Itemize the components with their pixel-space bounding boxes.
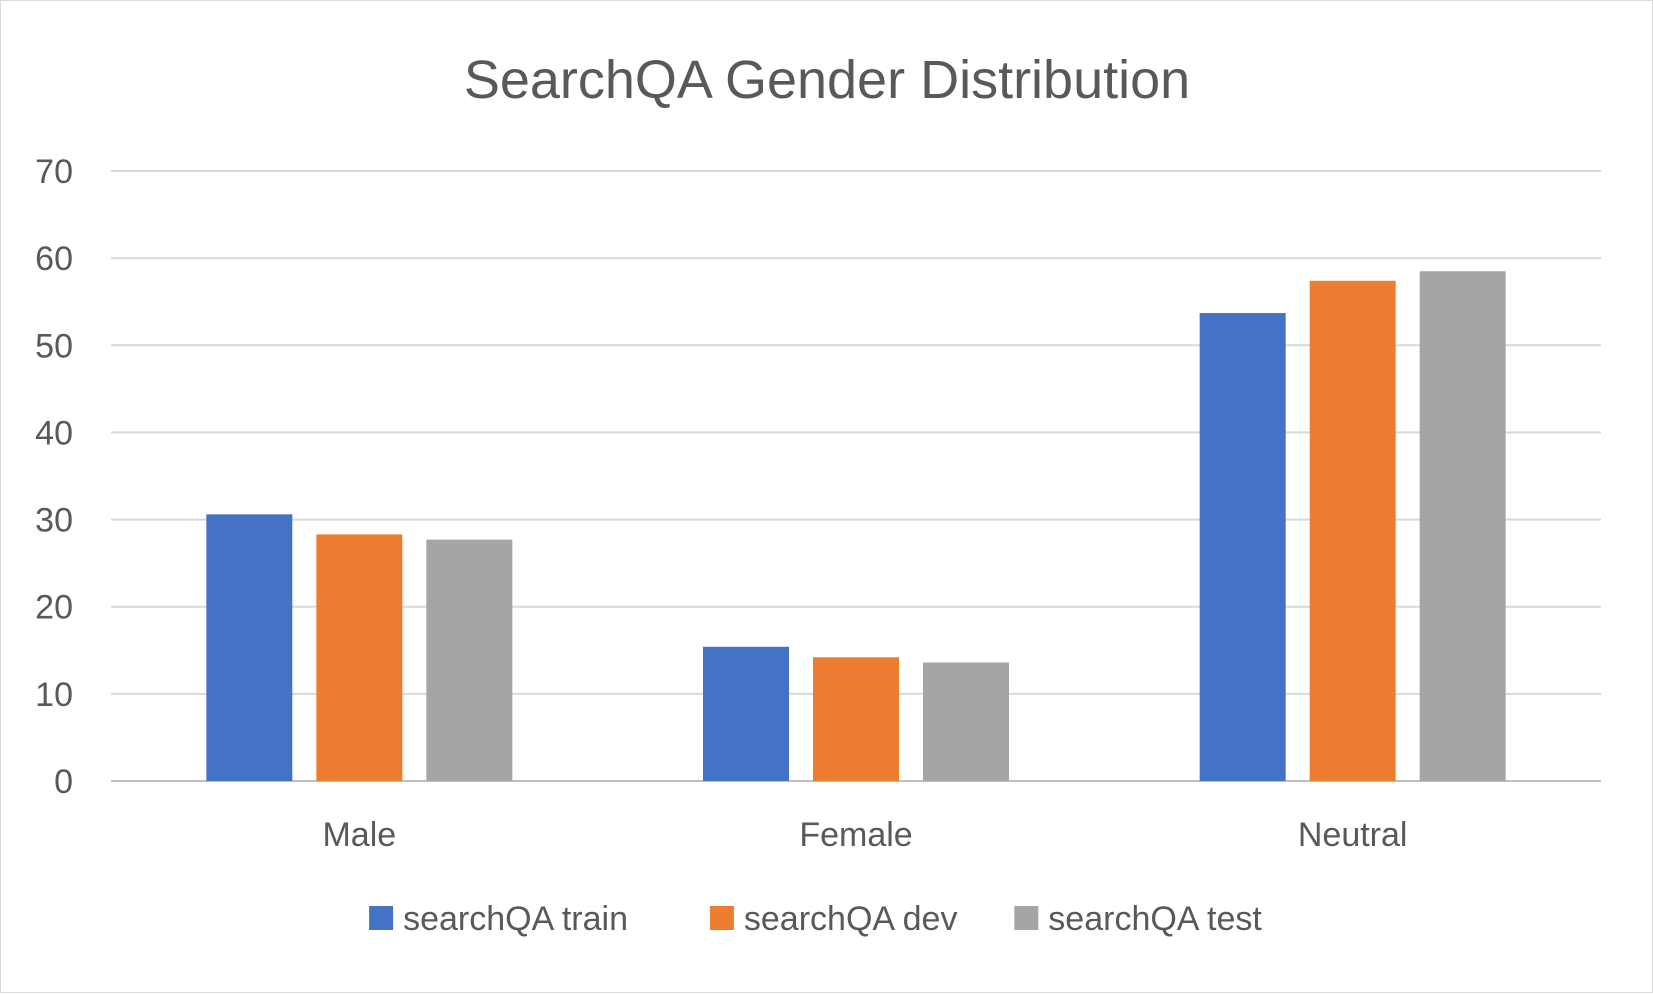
x-axis-category-labels: Male Female Neutral bbox=[322, 816, 1407, 854]
x-category-label: Male bbox=[322, 816, 396, 854]
bar-female-searchqa-train bbox=[703, 646, 789, 781]
y-tick-label: 20 bbox=[35, 589, 73, 627]
chart-title: SearchQA Gender Distribution bbox=[464, 50, 1190, 110]
y-axis-tick-labels: 0 10 20 30 40 50 60 70 bbox=[35, 153, 73, 801]
bars bbox=[206, 271, 1506, 781]
legend-label: searchQA dev bbox=[744, 900, 958, 938]
x-category-label: Female bbox=[799, 816, 912, 854]
bar-female-searchqa-dev bbox=[813, 657, 899, 781]
y-tick-label: 70 bbox=[35, 153, 73, 191]
y-tick-label: 50 bbox=[35, 327, 73, 365]
bar-female-searchqa-test bbox=[923, 662, 1009, 781]
y-tick-label: 60 bbox=[35, 240, 73, 278]
legend-swatch bbox=[369, 906, 394, 930]
bar-neutral-searchqa-test bbox=[1419, 271, 1506, 781]
legend-label: searchQA train bbox=[403, 900, 628, 938]
bar-male-searchqa-test bbox=[426, 539, 513, 781]
legend-swatch bbox=[709, 906, 734, 930]
bar-neutral-searchqa-dev bbox=[1309, 280, 1396, 781]
bar-male-searchqa-train bbox=[206, 514, 293, 781]
y-tick-label: 30 bbox=[35, 502, 73, 540]
bar-neutral-searchqa-train bbox=[1199, 313, 1286, 781]
legend-label: searchQA test bbox=[1048, 900, 1262, 938]
y-tick-label: 0 bbox=[54, 763, 73, 801]
x-category-label: Neutral bbox=[1298, 816, 1408, 854]
legend: searchQA train searchQA dev searchQA test bbox=[369, 900, 1262, 938]
bar-male-searchqa-dev bbox=[316, 534, 403, 781]
legend-swatch bbox=[1014, 906, 1039, 930]
y-tick-label: 10 bbox=[35, 676, 73, 714]
y-tick-label: 40 bbox=[35, 414, 73, 452]
